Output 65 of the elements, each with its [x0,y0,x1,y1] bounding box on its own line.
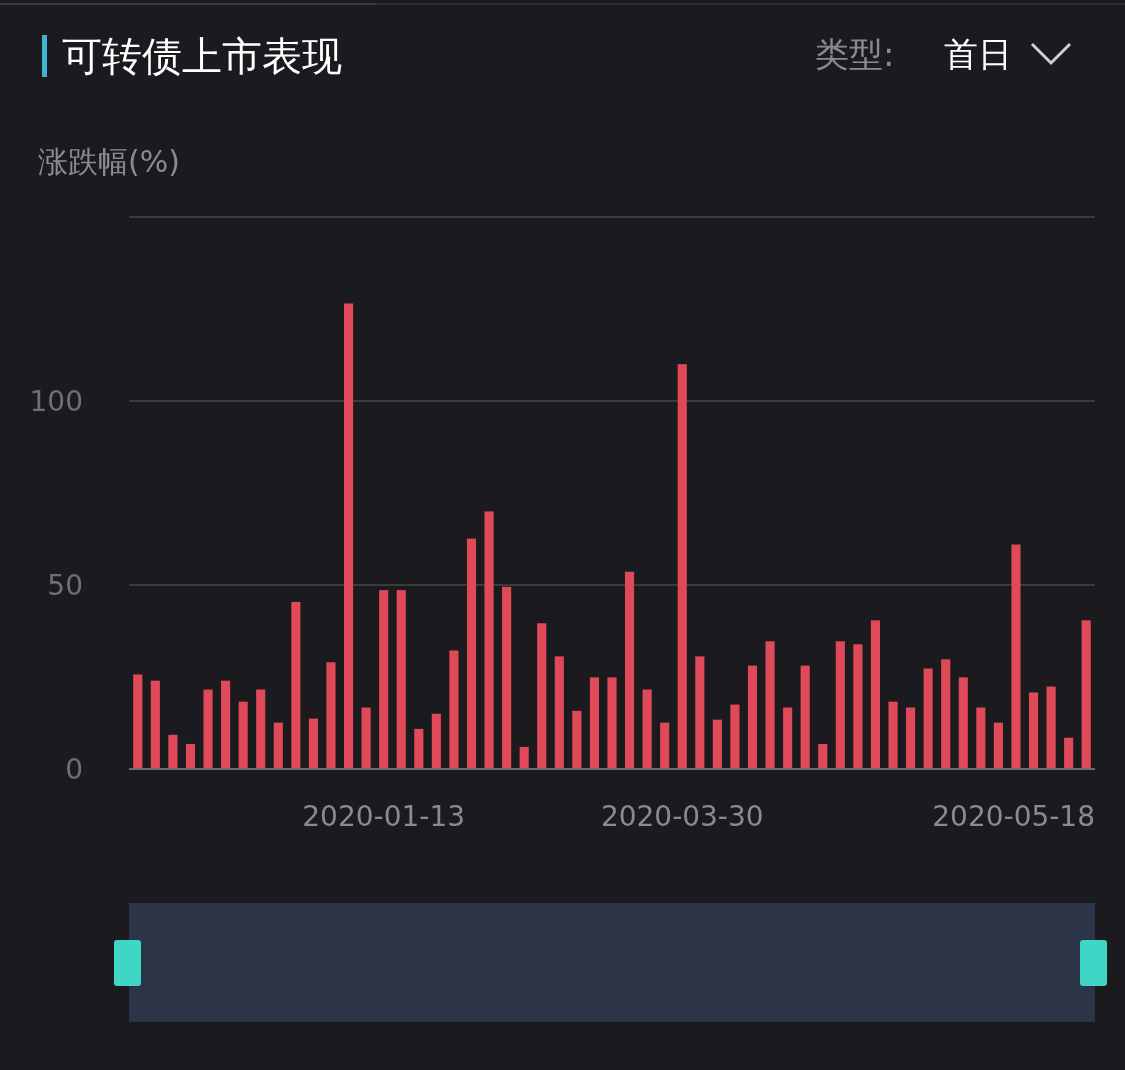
bar [291,601,301,769]
bar [150,680,160,769]
bar [256,689,266,769]
x-tick-label: 2020-01-13 [302,800,466,833]
bar [870,620,881,769]
bar [168,734,178,769]
text: 类型: [815,34,895,74]
x-tick-label: 2020-05-18 [932,800,1095,833]
y-axis-title: 涨跌幅(%) [38,144,180,179]
bar [783,707,793,769]
bar [554,656,564,769]
bar [853,644,863,769]
bar [835,641,845,769]
bar [677,364,687,769]
bar [361,707,371,769]
y-tick-label: 0 [65,753,83,786]
bar [238,701,248,769]
bar [941,659,951,769]
bar [589,677,599,769]
bar [519,746,529,769]
bar [537,623,547,769]
bar [642,689,652,769]
bar [396,590,406,769]
bar [695,656,705,769]
bar [607,677,617,769]
bar [414,728,424,769]
bar [712,719,722,769]
bar [958,677,968,769]
bar [730,704,740,769]
bar [765,641,775,769]
bar [449,650,459,769]
bar [484,511,494,769]
bar [888,701,898,769]
bar [1028,692,1039,769]
x-tick-label: 2020-03-30 [600,800,764,833]
bar [1046,686,1056,769]
bar [1011,544,1021,769]
bar [625,571,635,769]
bar [308,718,318,769]
bar [906,707,916,769]
y-tick-label: 100 [29,385,83,418]
bar [431,713,441,769]
bar [502,586,512,769]
y-tick-label: 50 [47,569,83,602]
bar [221,680,231,769]
bar [466,538,477,769]
bar [818,743,828,769]
bar [572,710,582,769]
bar [1081,620,1091,769]
text: 首日 [944,34,1012,74]
bar [800,665,810,769]
bar [203,689,213,769]
bar [747,665,758,769]
bar [923,668,933,769]
bar [273,722,283,769]
bar [133,674,143,769]
chart-title: 可转债上市表现 [62,33,342,79]
bar [343,303,354,769]
bar [976,707,986,769]
bar [993,722,1003,769]
bar [660,722,670,769]
bar [185,743,196,769]
bar [1064,737,1074,769]
bar [379,590,389,769]
bar [326,662,336,769]
